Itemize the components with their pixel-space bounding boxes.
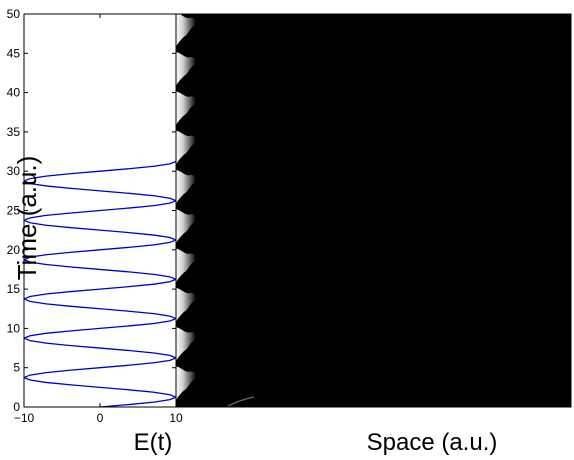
y-tick-label: 0 [13,400,20,414]
heatmap-pulse [176,209,196,244]
y-tick-label: 5 [13,361,20,375]
y-axis-ticks: 0 5 10 15 20 25 30 35 40 45 50 [7,7,176,414]
heatmap-pulses [176,14,196,401]
y-tick-label: 35 [7,125,21,139]
x-tick-label: 0 [97,411,104,425]
heatmap-pulse [176,287,196,322]
y-tick-label: 20 [7,243,21,257]
y-axis-label: Time (a.u.) [12,156,42,281]
x-axis-label-space: Space (a.u.) [367,429,498,456]
heatmap-frame [175,13,572,408]
heatmap-pulse [176,248,196,283]
y-tick-label: 15 [7,282,21,296]
y-tick-label: 50 [7,7,21,21]
y-tick-label: 40 [7,86,21,100]
x-axis-label-efield: E(t) [134,429,173,456]
heatmap-pulse [176,169,196,204]
y-tick-label: 30 [7,164,21,178]
heatmap-pulse [176,327,196,362]
efield-series-line [24,160,176,407]
heatmap-pulse [176,91,196,126]
space-heatmap [175,13,572,408]
x-tick-label: −10 [14,411,35,425]
heatmap-pulse [176,14,196,47]
x-tick-label: 10 [169,411,183,425]
heatmap-pulse [176,130,196,165]
heatmap-trace [227,396,255,407]
heatmap-background [176,14,571,407]
y-tick-label: 45 [7,46,21,60]
y-tick-label: 10 [7,321,21,335]
y-tick-label: 25 [7,204,21,218]
heatmap-pulse [176,52,196,87]
heatmap-pulse [176,366,196,401]
